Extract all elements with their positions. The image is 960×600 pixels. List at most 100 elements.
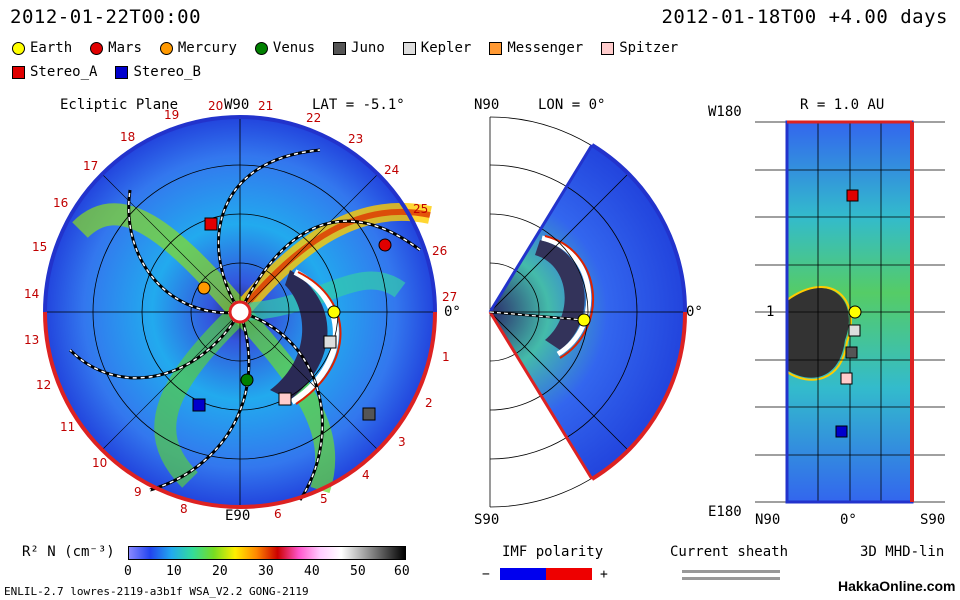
ecliptic-top-label: W90 [224, 97, 250, 113]
meridional-bottom-label: S90 [474, 512, 500, 528]
rot-22: 22 [306, 111, 322, 125]
radial-bottom-left-label: E180 [708, 504, 742, 520]
rot-8: 8 [180, 502, 188, 516]
sheath-line-1 [682, 570, 780, 573]
spitzer-marker-radial [840, 372, 853, 385]
ecliptic-title: Ecliptic Plane [60, 97, 179, 113]
radial-x-n90: N90 [755, 512, 781, 528]
juno-icon [333, 41, 347, 55]
mars-marker [378, 238, 392, 252]
colorbar-tick-10: 10 [166, 564, 182, 579]
meridional-lon-label: LON = 0° [538, 97, 606, 113]
sheath-title: Current sheath [670, 544, 789, 560]
legend-mercury: Mercury [159, 40, 237, 56]
legend-row-2: Stereo_A Stereo_B [12, 64, 201, 80]
stereo-b-icon [115, 65, 129, 79]
stereo-a-marker [204, 217, 218, 231]
stereo-b-marker-radial [835, 425, 848, 438]
rot-19: 19 [164, 108, 180, 122]
imf-negative-swatch [500, 568, 546, 580]
stereo-a-marker-radial [846, 189, 859, 202]
rot-9: 9 [134, 485, 142, 499]
colorbar [128, 546, 406, 560]
earth-marker-meridional [577, 313, 591, 327]
ecliptic-lat-label: LAT = -5.1° [312, 97, 405, 113]
stereo-a-icon [12, 65, 25, 79]
sheath-line-2 [682, 577, 780, 580]
rot-21: 21 [258, 99, 274, 113]
venus-marker [240, 373, 254, 387]
kepler-marker-radial [848, 324, 861, 337]
rot-14: 14 [24, 287, 40, 301]
colorbar-tick-60: 60 [394, 564, 410, 579]
legend-messenger: Messenger [489, 40, 583, 56]
rot-23: 23 [348, 132, 364, 146]
earth-marker-radial [848, 305, 862, 319]
radial-x-s90: S90 [920, 512, 946, 528]
rot-27: 27 [442, 290, 458, 304]
forecast-time-label: 2012-01-18T00 +4.00 days [661, 6, 948, 28]
watermark-text: HakkaOnline.com [838, 578, 956, 594]
earth-marker [327, 305, 341, 319]
radial-x-0: 0° [840, 512, 857, 528]
kepler-icon [402, 41, 416, 55]
rot-24: 24 [384, 163, 400, 177]
legend-venus: Venus [254, 40, 315, 56]
juno-marker [362, 407, 376, 421]
rot-6: 6 [274, 507, 282, 521]
mercury-marker [197, 281, 211, 295]
legend-stereo-b: Stereo_B [115, 64, 201, 80]
imf-plus: + [600, 567, 608, 582]
colorbar-tick-20: 20 [212, 564, 228, 579]
venus-icon [254, 41, 268, 55]
legend-kepler: Kepler [402, 40, 471, 56]
sheath-overlay-text: 3D MHD-lin [860, 544, 945, 560]
legend-earth: Earth [12, 40, 72, 56]
footer-model-info: ENLIL-2.7 lowres-2119-a3b1f WSA_V2.2 GON… [4, 585, 309, 598]
rot-4: 4 [362, 468, 370, 482]
imf-minus: − [482, 567, 490, 582]
stereo-b-marker [192, 398, 206, 412]
rot-17: 17 [83, 159, 99, 173]
legend-mars: Mars [90, 40, 142, 56]
radial-title: R = 1.0 AU [800, 97, 885, 113]
ecliptic-bottom-label: E90 [225, 508, 251, 524]
colorbar-tick-0: 0 [124, 564, 132, 579]
imf-positive-swatch [546, 568, 592, 580]
rot-5: 5 [320, 492, 328, 506]
legend-juno: Juno [333, 40, 385, 56]
rot-11: 11 [60, 420, 76, 434]
rot-13: 13 [24, 333, 40, 347]
legend-stereo-a: Stereo_A [12, 64, 97, 80]
rot-26: 26 [432, 244, 448, 258]
rot-10: 10 [92, 456, 108, 470]
rot-3: 3 [398, 435, 406, 449]
run-time-label: 2012-01-22T00:00 [10, 6, 202, 28]
colorbar-label: R² N (cm⁻³) [22, 544, 115, 560]
colorbar-tick-40: 40 [304, 564, 320, 579]
juno-marker-radial [845, 346, 858, 359]
legend-spitzer: Spitzer [601, 40, 678, 56]
rot-16: 16 [53, 196, 69, 210]
meridional-top-label: N90 [474, 97, 500, 113]
rot-1: 1 [442, 350, 450, 364]
spitzer-icon [601, 41, 615, 55]
messenger-icon [489, 41, 503, 55]
rot-25: 25 [413, 202, 429, 216]
earth-icon [12, 41, 25, 55]
rot-18: 18 [120, 130, 136, 144]
spitzer-marker [278, 392, 292, 406]
rot-12: 12 [36, 378, 52, 392]
legend-row-1: Earth Mars Mercury Venus Juno Kepler Mes… [12, 40, 678, 56]
kepler-marker [323, 335, 337, 349]
meridional-right-label: 0° [686, 304, 703, 320]
rot-2: 2 [425, 396, 433, 410]
imf-title: IMF polarity [502, 544, 604, 560]
mercury-icon [159, 41, 173, 55]
mars-icon [90, 41, 104, 55]
sun-icon [228, 300, 252, 324]
colorbar-tick-30: 30 [258, 564, 274, 579]
